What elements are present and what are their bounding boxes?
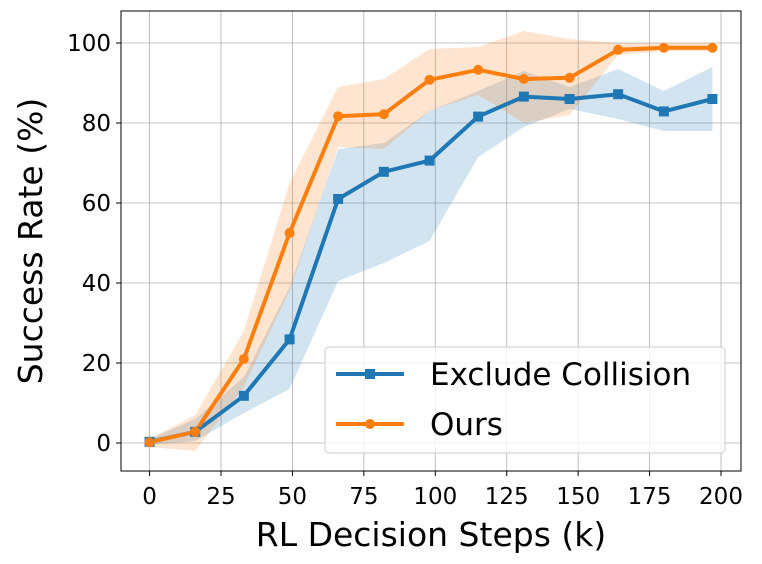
x-tick-label: 75: [349, 484, 378, 510]
x-axis-label: RL Decision Steps (k): [256, 515, 606, 554]
legend-box: [324, 346, 726, 454]
x-tick-label: 50: [278, 484, 307, 510]
point-series-0: [658, 106, 669, 117]
y-axis-label: Success Rate (%): [11, 98, 50, 385]
point-series-1: [238, 354, 249, 364]
point-series-0: [473, 111, 484, 122]
point-series-1: [144, 437, 155, 448]
point-series-0: [707, 94, 718, 104]
y-tick-label: 20: [82, 351, 111, 377]
point-series-0: [284, 334, 295, 345]
x-tick-label: 25: [206, 484, 235, 510]
y-tick-label: 40: [82, 271, 111, 297]
point-series-0: [518, 91, 529, 102]
series-markers: [144, 42, 718, 448]
y-tick-label: 0: [96, 431, 111, 457]
point-series-1: [333, 111, 344, 122]
point-series-1: [284, 228, 295, 238]
y-tick-label: 60: [82, 191, 111, 217]
x-tick-label: 150: [556, 484, 600, 510]
x-tick-label: 100: [413, 484, 457, 510]
legend: Exclude Collision Ours: [324, 346, 726, 454]
legend-label: Ours: [430, 407, 503, 443]
legend-marker: [365, 419, 375, 429]
point-series-1: [658, 42, 669, 53]
point-series-1: [424, 74, 435, 85]
point-series-0: [564, 94, 575, 104]
x-tick-label: 125: [485, 484, 529, 510]
confidence-bands: [149, 31, 713, 451]
plot-frame: [120, 10, 742, 472]
point-series-1: [190, 426, 201, 437]
band-series-1: [149, 31, 713, 451]
x-tick-label: 0: [142, 484, 157, 510]
point-series-1: [473, 64, 484, 75]
legend-label: Exclude Collision: [430, 357, 691, 393]
point-series-1: [707, 42, 718, 53]
point-series-0: [333, 194, 344, 204]
point-series-0: [424, 155, 435, 166]
point-series-0: [613, 89, 624, 100]
point-series-1: [613, 44, 624, 55]
point-series-1: [518, 74, 529, 84]
point-series-1: [564, 72, 575, 83]
point-series-0: [238, 390, 249, 401]
band-series-0: [149, 67, 713, 445]
axis-ticks: 0 25 50 75 100 125 150 175 200 0 20 40 60 80 100: [67, 31, 743, 510]
y-tick-label: 100: [67, 31, 111, 57]
point-series-1: [378, 109, 389, 120]
x-tick-label: 200: [699, 484, 743, 510]
legend-marker: [365, 369, 375, 379]
y-tick-label: 80: [82, 111, 111, 137]
point-series-0: [378, 166, 389, 177]
x-tick-label: 175: [628, 484, 672, 510]
